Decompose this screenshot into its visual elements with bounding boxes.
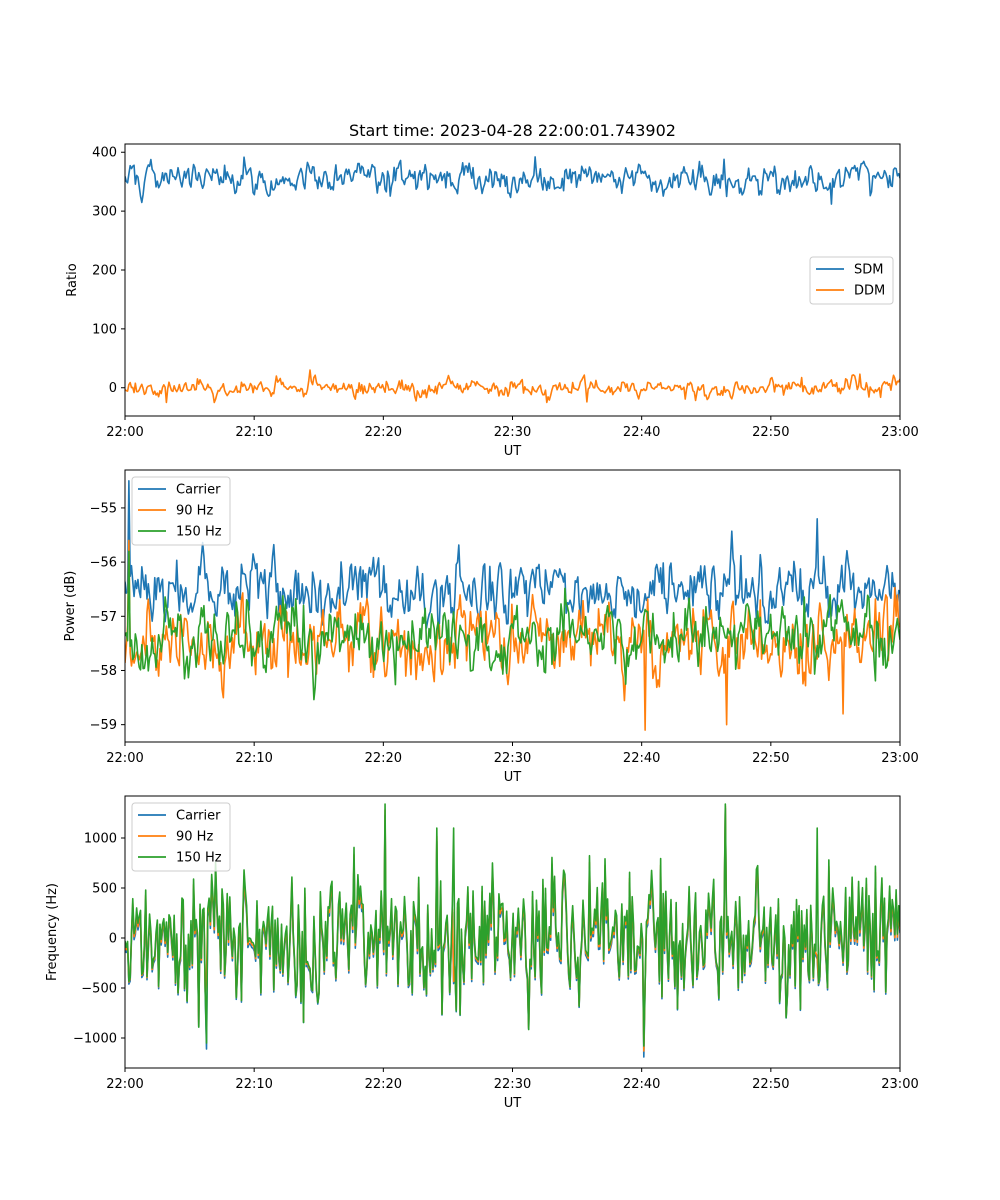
legend-label: 90 Hz	[176, 830, 213, 845]
x-tick-label: 22:10	[235, 751, 272, 766]
x-tick-label: 23:00	[881, 751, 918, 766]
chart-2: 22:00 22:10 22:20 22:30 22:40 22:50 23:00 −55 −5…	[63, 469, 919, 785]
y-tick-label: 400	[92, 146, 117, 161]
y-tick-label: 300	[92, 205, 117, 220]
chart-title: Start time: 2023-04-28 22:00:01.743902	[349, 121, 676, 140]
series-lines	[125, 803, 900, 1058]
legend: SDM DDM	[809, 256, 894, 305]
y-tick-label: 0	[109, 932, 117, 947]
x-tick-label: 22:40	[623, 751, 660, 766]
x-tick-label: 22:50	[752, 425, 789, 440]
x-tick-label: 22:20	[365, 1077, 402, 1092]
y-tick-label: 0	[109, 381, 117, 396]
y-tick-label: 100	[92, 322, 117, 337]
x-tick-label: 22:50	[752, 1077, 789, 1092]
series-line-150-hz	[125, 803, 900, 1047]
y-tick-label: −55	[90, 501, 117, 516]
x-tick-label: 22:40	[623, 425, 660, 440]
legend-frame	[131, 802, 231, 872]
y-axis-label: Ratio	[65, 263, 80, 296]
chart-1: 22:00 22:10 22:20 22:30 22:40 22:50 23:00 400 30…	[65, 121, 919, 459]
y-axis-label: Power (dB)	[63, 571, 78, 642]
y-tick-label: 200	[92, 263, 117, 278]
x-tick-label: 22:20	[365, 425, 402, 440]
y-tick-label: −56	[90, 556, 117, 571]
x-axis-label: UT	[504, 770, 522, 785]
legend-label: 90 Hz	[176, 504, 213, 519]
series-line-sdm	[125, 156, 900, 205]
legend-label: SDM	[854, 263, 883, 278]
y-tick-label: −57	[90, 610, 117, 625]
series-lines	[125, 480, 900, 731]
x-tick-label: 22:30	[494, 425, 531, 440]
x-tick-label: 22:10	[235, 425, 272, 440]
y-tick-label: −58	[90, 664, 117, 679]
x-axis-label: UT	[504, 1096, 522, 1111]
series-line-150-hz	[125, 550, 900, 701]
y-axis-label: Frequency (Hz)	[45, 883, 60, 981]
x-axis-label: UT	[504, 444, 522, 459]
x-tick-label: 22:00	[106, 1077, 143, 1092]
x-tick-label: 22:00	[106, 425, 143, 440]
legend-label: Carrier	[176, 483, 221, 498]
legend-label: 150 Hz	[176, 851, 222, 866]
x-tick-label: 22:10	[235, 1077, 272, 1092]
series-line-carrier	[125, 480, 900, 629]
y-tick-label: −500	[81, 982, 117, 997]
x-tick-label: 23:00	[881, 425, 918, 440]
legend-label: 150 Hz	[176, 525, 222, 540]
legend: Carrier 90 Hz 150 Hz	[131, 802, 231, 872]
legend: Carrier 90 Hz 150 Hz	[131, 476, 231, 546]
y-tick-label: 1000	[84, 832, 117, 847]
legend-label: DDM	[854, 284, 885, 299]
chart-3: 22:00 22:10 22:20 22:30 22:40 22:50 23:00 1000 5…	[45, 795, 919, 1111]
x-tick-label: 22:40	[623, 1077, 660, 1092]
x-tick-label: 22:30	[494, 1077, 531, 1092]
series-line-ddm	[125, 369, 900, 404]
legend-label: Carrier	[176, 809, 221, 824]
x-tick-label: 22:00	[106, 751, 143, 766]
x-tick-label: 23:00	[881, 1077, 918, 1092]
x-tick-label: 22:20	[365, 751, 402, 766]
x-tick-label: 22:30	[494, 751, 531, 766]
y-tick-label: −59	[90, 718, 117, 733]
x-tick-label: 22:50	[752, 751, 789, 766]
y-tick-label: −1000	[73, 1032, 117, 1047]
series-lines	[125, 156, 900, 404]
legend-frame	[131, 476, 231, 546]
y-tick-label: 500	[92, 882, 117, 897]
